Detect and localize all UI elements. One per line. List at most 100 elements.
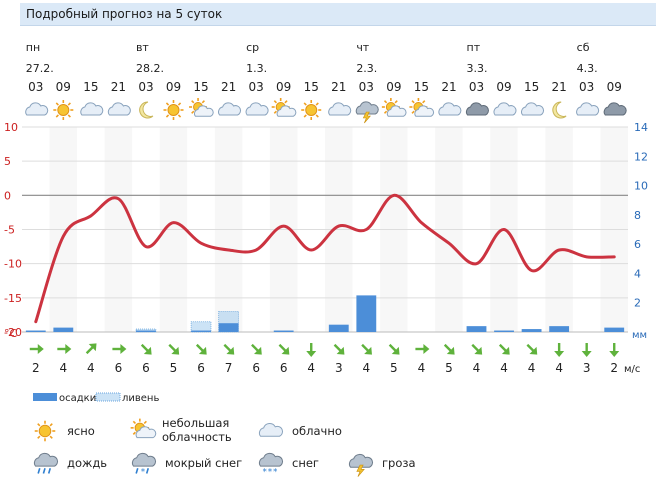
hour-label: 03 <box>248 80 263 94</box>
hour-label: 15 <box>83 80 98 94</box>
precip-bar <box>466 326 487 332</box>
wind-arrow <box>581 343 592 357</box>
sunny-icon <box>34 420 56 442</box>
sunny-icon <box>53 100 74 120</box>
wind-arrow <box>251 343 262 355</box>
wind-speed-label: 2 <box>610 361 618 375</box>
precip-bar <box>136 330 156 332</box>
hour-label: 15 <box>193 80 208 94</box>
day-date: 3.3. <box>467 62 488 75</box>
wind-speed-label: 4 <box>528 361 536 375</box>
wind-arrow <box>471 343 483 355</box>
precip-bar <box>53 327 74 332</box>
cloudy-icon <box>576 102 600 116</box>
cloudy-icon <box>258 423 283 437</box>
cloudy-icon <box>245 102 269 116</box>
wind-arrow <box>498 343 510 355</box>
wind-unit-label: м/с <box>624 364 640 375</box>
hour-label: 09 <box>56 80 71 94</box>
precip-bar <box>273 330 294 332</box>
wind-speed-label: 3 <box>583 361 591 375</box>
wind-speed-label: 5 <box>170 361 178 375</box>
legend-label: дождь <box>67 456 107 470</box>
wind-speed-label: 6 <box>280 361 288 375</box>
temp-tick-label: -20 <box>4 326 22 339</box>
wind-arrow <box>388 343 400 355</box>
wind-speed-label: 4 <box>500 361 508 375</box>
wind-speed-label: 5 <box>390 361 398 375</box>
hour-label: 15 <box>524 80 539 94</box>
legend-label: небольшая облачность <box>162 416 232 444</box>
precip-tick-label: 6 <box>634 238 641 251</box>
hour-label: 03 <box>138 80 153 94</box>
wind-speed-label: 4 <box>473 361 481 375</box>
cloudy-icon <box>438 102 462 116</box>
wind-speed-label: 2 <box>32 361 40 375</box>
cloudy-icon <box>493 102 517 116</box>
wind-arrow <box>443 343 455 355</box>
precip-bar <box>191 330 211 332</box>
day-name: вт <box>136 41 149 54</box>
partly-cloudy-icon <box>189 98 214 117</box>
cloudy-icon <box>107 102 131 116</box>
wind-arrow <box>609 343 620 357</box>
hour-label: 03 <box>28 80 43 94</box>
wind-speed-label: 4 <box>59 361 67 375</box>
cloudy-icon <box>80 102 104 116</box>
wind-speed-label: 4 <box>362 361 370 375</box>
hour-label: 21 <box>441 80 456 94</box>
dark-cloud-icon <box>465 102 489 116</box>
day-date: 1.3. <box>246 62 267 75</box>
day-name: чт <box>356 41 369 54</box>
wind-speed-label: 6 <box>197 361 205 375</box>
partly-cloudy-icon <box>409 98 435 117</box>
hour-label: 15 <box>304 80 319 94</box>
hour-label: 09 <box>496 80 511 94</box>
wind-speed-label: 4 <box>555 361 563 375</box>
day-date: 2.3. <box>356 62 377 75</box>
precip-tick-label: 8 <box>634 209 641 222</box>
sunny-icon <box>301 100 322 120</box>
dark-cloud-icon <box>603 102 627 116</box>
wind-arrow <box>29 344 44 354</box>
moon-icon <box>139 101 154 119</box>
moon-icon <box>552 101 567 119</box>
legend-shower-label: ливень <box>122 393 159 404</box>
precip-bar <box>604 327 625 332</box>
wind-arrow <box>306 343 317 357</box>
shower-bar <box>190 321 212 333</box>
legend-precip-swatch <box>33 393 57 401</box>
day-name: пн <box>26 41 40 54</box>
svg-text:*: * <box>268 467 272 477</box>
temp-unit-label: °C <box>4 327 18 340</box>
storm-icon <box>348 453 373 477</box>
wind-speed-label: 6 <box>142 361 150 375</box>
precip-bar <box>549 326 570 332</box>
hour-label: 21 <box>331 80 346 94</box>
precip-tick-label: 14 <box>634 121 648 134</box>
temp-tick-label: 10 <box>4 121 18 134</box>
rain-icon <box>33 452 58 474</box>
cloudy-icon <box>218 102 241 116</box>
wind-arrow <box>195 343 207 355</box>
snow-icon: * * * <box>258 452 283 477</box>
sunny-icon <box>163 100 184 120</box>
wind-speed-label: 6 <box>115 361 123 375</box>
wind-arrow <box>415 344 430 354</box>
wind-arrow <box>112 344 127 354</box>
hour-label: 15 <box>414 80 429 94</box>
legend-label: мокрый снег <box>165 456 242 470</box>
wind-speed-label: 5 <box>445 361 453 375</box>
precip-bar <box>218 323 239 332</box>
temp-tick-label: 5 <box>4 155 11 168</box>
wind-arrow <box>361 343 372 355</box>
temp-tick-label: 0 <box>4 189 11 202</box>
hour-label: 21 <box>221 80 236 94</box>
precip-bar <box>494 330 514 332</box>
legend-precip-label: осадки <box>59 393 96 404</box>
svg-text:*: * <box>263 467 267 477</box>
legend-shower-swatch <box>95 392 121 402</box>
forecast-title: Подробный прогноз на 5 суток <box>26 7 223 21</box>
partly-cloudy-icon <box>381 98 407 117</box>
legend-label: снег <box>292 456 319 470</box>
